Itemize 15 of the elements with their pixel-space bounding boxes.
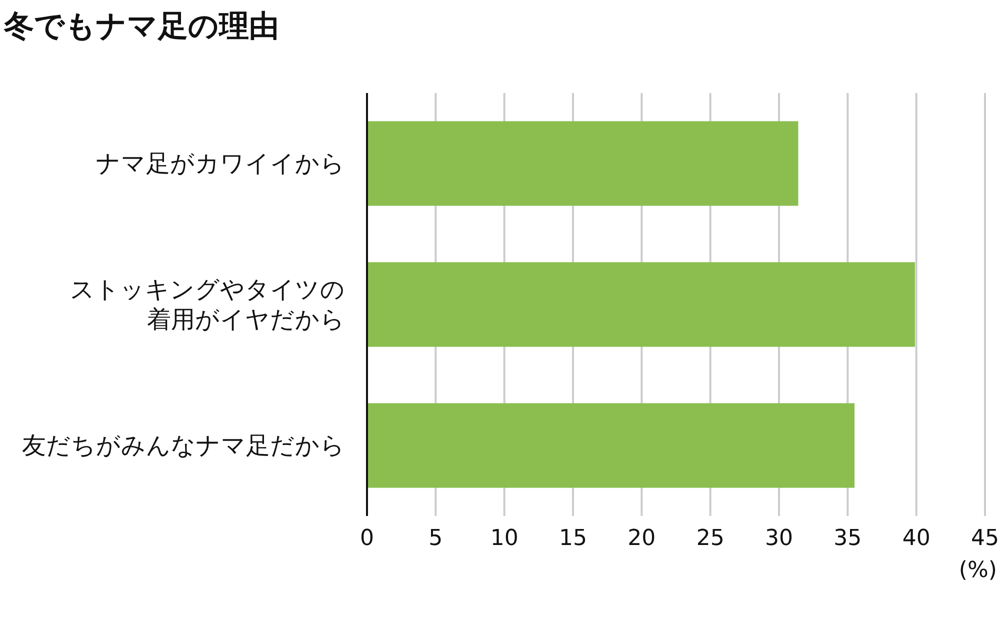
x-tick-label: 10 [490, 526, 518, 551]
y-tick-label: 友だちがみんなナマ足だから [22, 432, 345, 460]
x-tick-label: 30 [765, 526, 793, 551]
x-tick-label: 40 [902, 526, 930, 551]
x-tick-label: 25 [696, 526, 724, 551]
x-tick-label: 0 [360, 526, 374, 551]
y-tick-label: ナマ足がカワイイから [96, 150, 345, 178]
x-tick-label: 15 [559, 526, 587, 551]
x-tick-label: 5 [428, 526, 443, 551]
y-tick-label: ストッキングやタイツの着用がイヤだから [70, 276, 345, 334]
chart-title: 冬でもナマ足の理由 [3, 9, 279, 44]
x-tick-label: 20 [628, 526, 656, 551]
x-tick-label: 35 [834, 526, 862, 551]
x-tick-label: 45 [971, 526, 999, 551]
x-axis-title: (%) [958, 558, 997, 583]
